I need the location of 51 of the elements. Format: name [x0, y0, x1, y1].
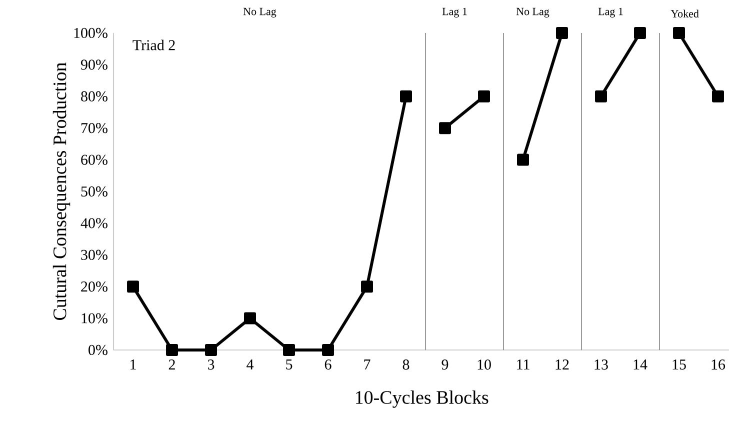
point — [439, 122, 451, 134]
y-tick-label: 30% — [81, 250, 108, 260]
text: Lag 1 — [598, 8, 623, 18]
y-tick-label: 60% — [81, 154, 108, 165]
text: Lag 1 — [442, 8, 467, 18]
point — [127, 280, 140, 293]
x-tick-label: 2 — [168, 360, 175, 370]
point — [478, 90, 490, 102]
x-tick-label: 5 — [286, 360, 292, 370]
y-tick-label: 100% — [74, 28, 108, 38]
x-tick-label: 4 — [246, 360, 254, 370]
x-tick-label: 12 — [556, 360, 569, 370]
point — [672, 26, 685, 39]
x-tick-label: 13 — [594, 360, 608, 370]
x-tick-label: 15 — [672, 360, 686, 370]
point — [634, 26, 646, 39]
point — [166, 344, 178, 356]
x-axis-title: 10-Cycles Blocks — [356, 390, 488, 408]
y-tick-label: 90% — [80, 60, 108, 70]
y-tick-label: 80% — [81, 91, 108, 102]
point — [244, 312, 256, 324]
x-tick-label: 10 — [478, 360, 491, 370]
point — [556, 26, 568, 39]
x-tick-label: 8 — [402, 360, 410, 370]
y-axis-title: Cutural Consequences Production — [52, 62, 70, 320]
x-tick-label: 7 — [364, 360, 370, 370]
x-tick-label: 14 — [634, 360, 648, 370]
text: No Lag — [516, 8, 550, 18]
point — [322, 344, 334, 356]
point — [517, 154, 529, 166]
point — [283, 344, 296, 356]
point — [712, 90, 724, 102]
y-tick-label: 70% — [81, 123, 108, 134]
y-tick-label: 40% — [80, 218, 108, 228]
y-tick-label: 50% — [81, 186, 108, 197]
y-tick-label: 10% — [82, 313, 108, 324]
x-tick-label: 9 — [442, 360, 448, 370]
y-tick-label: 0% — [88, 344, 108, 356]
y-tick-label: 20% — [81, 282, 108, 292]
point — [400, 90, 412, 102]
annotation: Triad 2 — [132, 40, 175, 50]
x-tick-label: 16 — [712, 360, 726, 370]
text: No Lag — [243, 8, 276, 18]
x-tick-label: 11 — [517, 360, 530, 370]
point — [205, 344, 218, 356]
x-tick-label: 6 — [324, 360, 332, 370]
x-tick-label: 1 — [130, 360, 136, 370]
point — [594, 90, 607, 102]
point — [361, 280, 374, 293]
text: Yoked — [670, 10, 699, 18]
x-tick-label: 3 — [208, 360, 214, 370]
